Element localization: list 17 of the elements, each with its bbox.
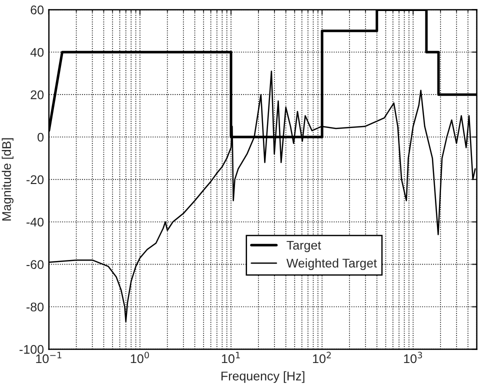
y-tick-label: -60 bbox=[26, 260, 44, 269]
y-tick-label: -40 bbox=[26, 218, 44, 227]
y-tick-label: 60 bbox=[30, 6, 44, 14]
legend-label: Target bbox=[286, 240, 322, 252]
x-tick-label: 10$^{0}$ bbox=[130, 352, 149, 364]
y-tick-label: -100 bbox=[20, 345, 44, 354]
x-tick-label: 10$^{1}$ bbox=[222, 352, 240, 364]
y-tick-label: -80 bbox=[26, 302, 44, 312]
y-tick-label: 20 bbox=[30, 90, 44, 100]
y-tick-label: 40 bbox=[30, 48, 44, 57]
y-tick-label: 0 bbox=[38, 132, 44, 142]
legend-label: Weighted Target bbox=[286, 258, 377, 270]
x-tick-label: 10$^{3}$ bbox=[404, 352, 422, 364]
y-tick-label: -20 bbox=[26, 175, 44, 184]
x-axis-title: Frequency [Hz] bbox=[221, 371, 304, 383]
y-axis-title: Magnitude [dB] bbox=[2, 138, 14, 220]
x-tick-label: 10$^{2}$ bbox=[313, 352, 331, 364]
